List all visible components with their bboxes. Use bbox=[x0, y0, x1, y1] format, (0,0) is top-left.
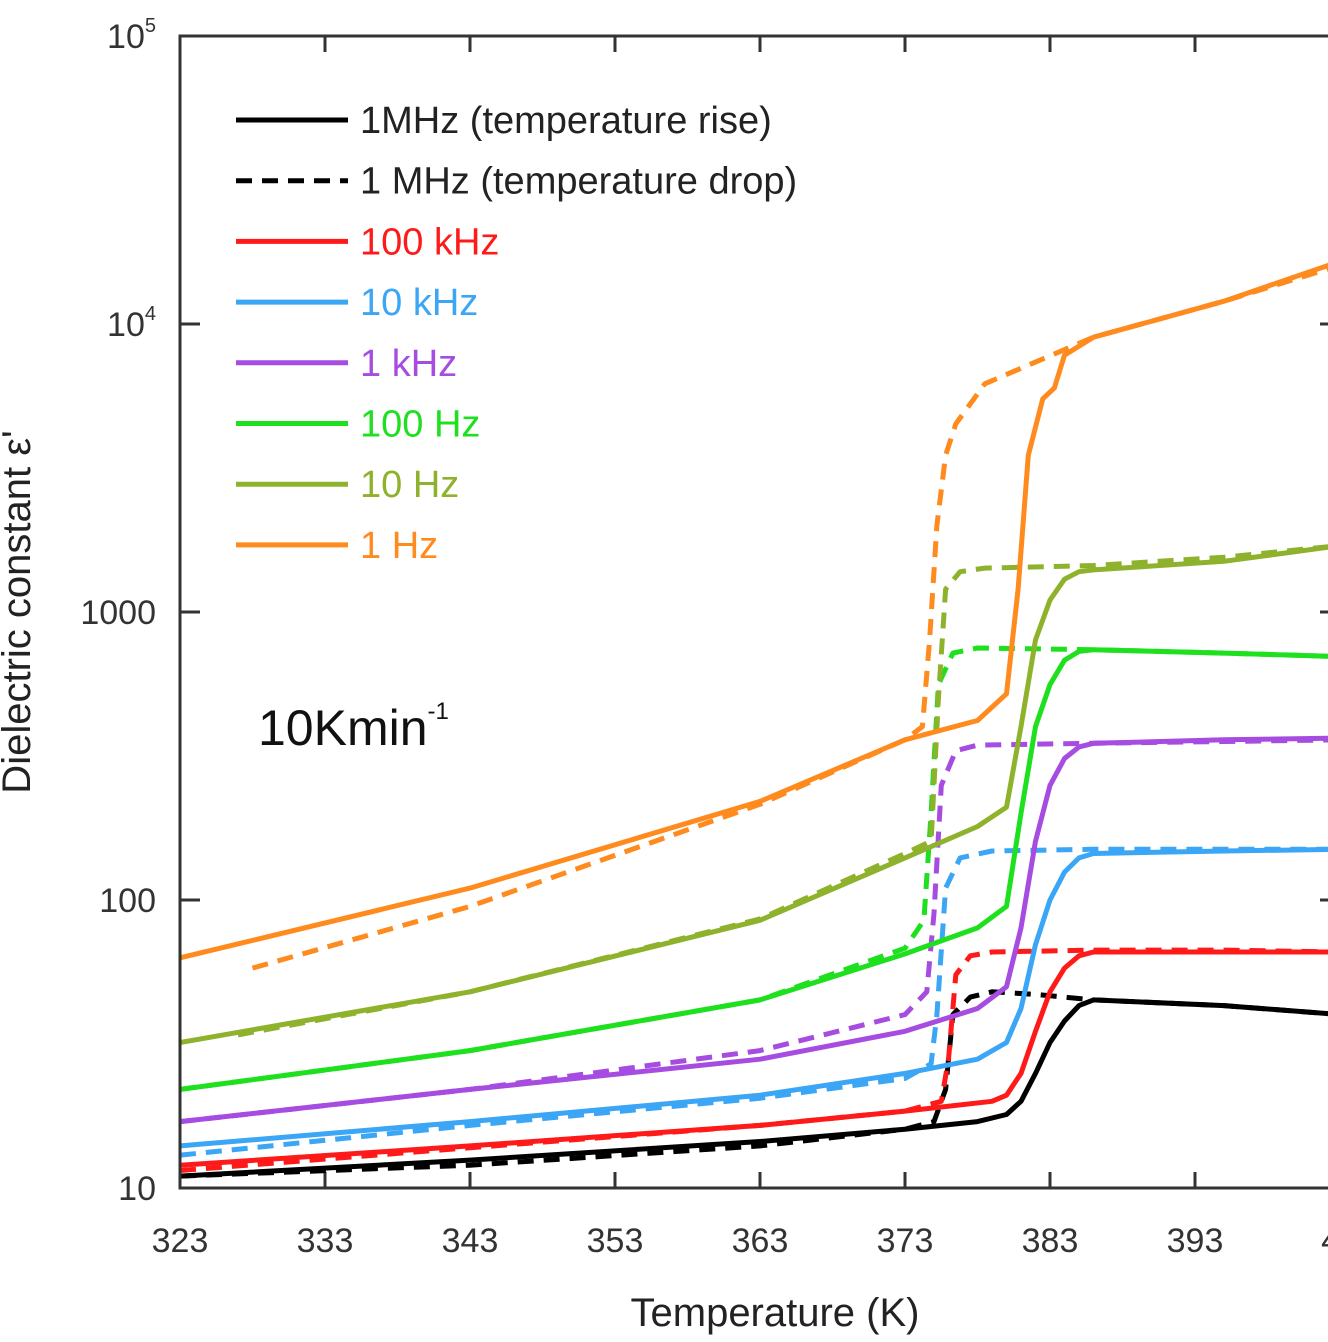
x-axis-title: Temperature (K) bbox=[631, 1291, 920, 1335]
series-layer bbox=[180, 262, 1328, 1179]
legend-label-3: 10 kHz bbox=[360, 282, 478, 324]
x-tick-label-0: 323 bbox=[152, 1222, 209, 1260]
y-tick-label-base-2: 1000 bbox=[80, 594, 156, 632]
plot-frame bbox=[178, 34, 1328, 1190]
y-tick-label-2: 1000 bbox=[80, 594, 156, 632]
series-line-4 bbox=[180, 846, 1328, 1149]
series-line-11 bbox=[237, 544, 1328, 1038]
x-tick-label-7: 393 bbox=[1167, 1222, 1224, 1260]
legend-label-5: 100 Hz bbox=[360, 404, 480, 446]
legend-label-2: 100 kHz bbox=[360, 221, 499, 263]
y-tick-label-base-3: 10 bbox=[107, 306, 145, 344]
y-tick-label-base-0: 10 bbox=[118, 1170, 156, 1208]
x-tick-label-4: 363 bbox=[732, 1222, 789, 1260]
x-tick-label-8: 40 bbox=[1321, 1222, 1328, 1260]
y-tick-label-4: 105 bbox=[107, 15, 156, 56]
legend-label-0: 1MHz (temperature rise) bbox=[360, 100, 772, 142]
series-line-1 bbox=[180, 989, 1328, 1179]
series-line-0 bbox=[180, 997, 1328, 1179]
y-tick-label-1: 100 bbox=[99, 882, 156, 920]
series-line-10 bbox=[180, 544, 1328, 1045]
rate-annotation: 10Kmin-1 bbox=[258, 698, 449, 756]
y-tick-label-base-1: 100 bbox=[99, 882, 156, 920]
rate-annotation-sup: -1 bbox=[428, 698, 449, 725]
x-tick-labels: 323 333 343 353 363 373 383 393 40 bbox=[152, 1222, 1328, 1260]
x-tick-label-1: 333 bbox=[297, 1222, 354, 1260]
series-line-5 bbox=[180, 846, 1328, 1158]
legend-label-4: 1 kHz bbox=[360, 343, 457, 385]
x-tick-label-6: 383 bbox=[1022, 1222, 1079, 1260]
legend-label-1: 1 MHz (temperature drop) bbox=[360, 161, 797, 203]
legend: 1MHz (temperature rise) 1 MHz (temperatur… bbox=[236, 100, 797, 567]
y-tick-label-exp-4: 5 bbox=[145, 15, 156, 37]
x-tick-label-3: 353 bbox=[587, 1222, 644, 1260]
rate-annotation-text: 10Kmin bbox=[258, 700, 428, 756]
x-tick-label-2: 343 bbox=[442, 1222, 499, 1260]
legend-label-7: 1 Hz bbox=[360, 525, 438, 567]
x-tick-label-5: 373 bbox=[877, 1222, 934, 1260]
legend-label-6: 10 Hz bbox=[360, 464, 459, 506]
series-line-13 bbox=[251, 266, 1328, 971]
y-tick-label-3: 104 bbox=[107, 303, 156, 344]
series-line-7 bbox=[180, 737, 1328, 1125]
series-line-3 bbox=[180, 947, 1328, 1173]
y-tick-label-exp-3: 4 bbox=[145, 303, 156, 325]
y-tick-label-base-4: 10 bbox=[107, 18, 145, 56]
y-axis-title: Dielectric constant ε' bbox=[0, 430, 39, 793]
y-tick-label-0: 10 bbox=[118, 1170, 156, 1208]
